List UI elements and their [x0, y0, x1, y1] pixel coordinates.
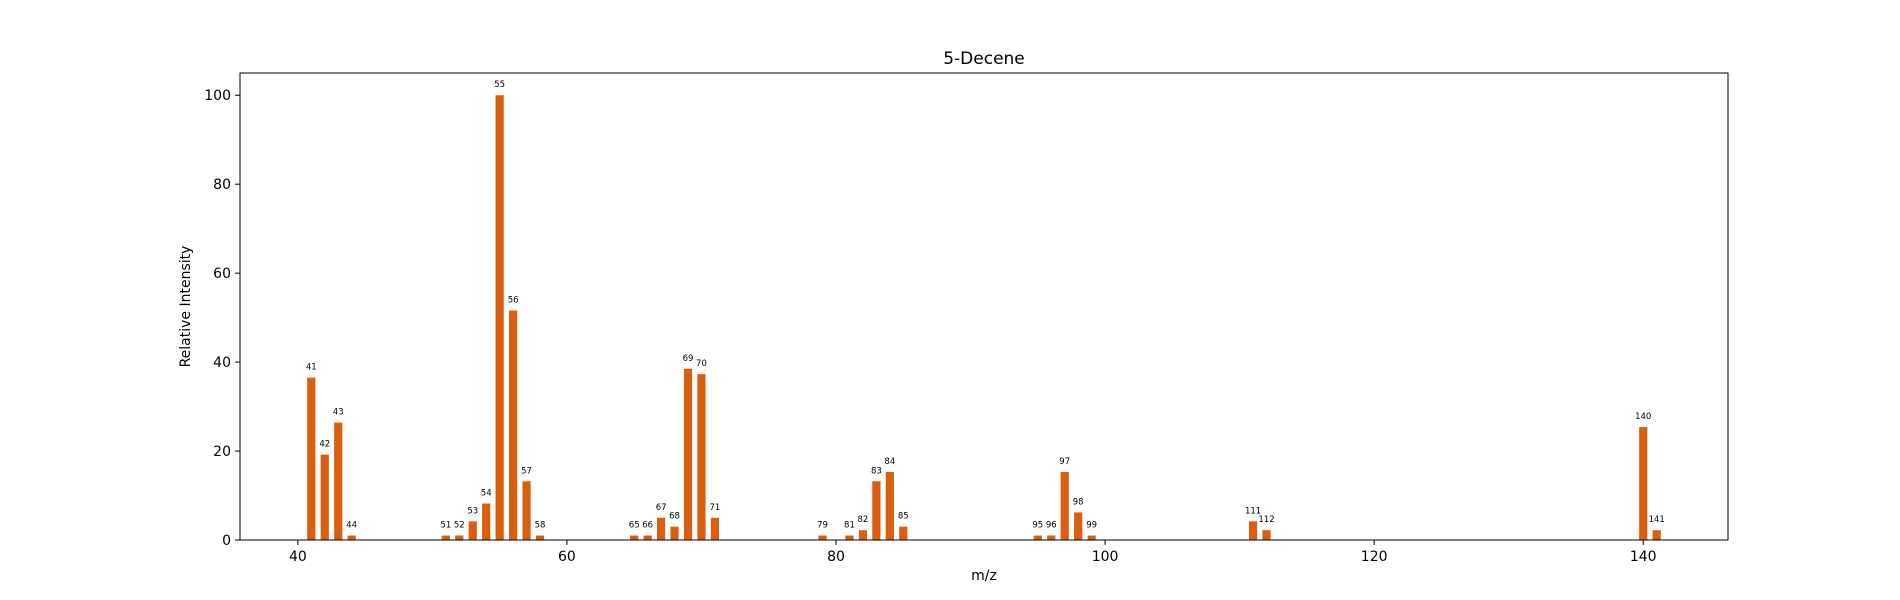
- x-tick-label: 40: [289, 549, 307, 565]
- bar-label-mz-42: 42: [319, 440, 330, 450]
- bar-mz-96: [1047, 535, 1056, 540]
- bar-mz-54: [482, 503, 491, 540]
- bar-label-mz-111: 111: [1245, 506, 1261, 516]
- bar-label-mz-69: 69: [683, 354, 694, 364]
- y-tick-label: 60: [213, 266, 231, 282]
- bar-mz-141: [1652, 530, 1661, 540]
- bar-mz-68: [670, 526, 679, 540]
- bar-label-mz-85: 85: [898, 512, 909, 522]
- bar-mz-97: [1060, 471, 1069, 540]
- y-tick-label: 40: [213, 355, 231, 371]
- bar-label-mz-99: 99: [1086, 521, 1097, 531]
- bar-label-mz-81: 81: [844, 521, 855, 531]
- bar-label-mz-79: 79: [817, 521, 828, 531]
- bar-label-mz-68: 68: [669, 512, 680, 522]
- bar-mz-58: [535, 535, 545, 540]
- bar-mz-42: [320, 454, 329, 540]
- bar-mz-140: [1639, 427, 1648, 540]
- bar-label-mz-43: 43: [333, 408, 344, 418]
- bar-mz-95: [1033, 535, 1042, 540]
- bar-label-mz-95: 95: [1032, 521, 1043, 531]
- bar-mz-52: [455, 535, 464, 540]
- bar-mz-111: [1248, 521, 1258, 540]
- bar-mz-82: [858, 530, 868, 540]
- bar-mz-51: [441, 535, 450, 540]
- bar-label-mz-66: 66: [642, 521, 653, 531]
- bar-mz-56: [509, 310, 518, 540]
- bar-label-mz-70: 70: [696, 359, 707, 369]
- bar-label-mz-83: 83: [871, 466, 882, 476]
- bar-label-mz-57: 57: [521, 466, 532, 476]
- bar-mz-69: [683, 368, 693, 540]
- bar-mz-81: [845, 535, 854, 540]
- bar-label-mz-55: 55: [494, 80, 505, 90]
- bar-mz-65: [630, 535, 639, 540]
- bar-label-mz-67: 67: [656, 503, 667, 513]
- bar-label-mz-52: 52: [454, 521, 465, 531]
- bar-mz-84: [885, 471, 894, 540]
- bar-label-mz-112: 112: [1258, 515, 1274, 525]
- bar-mz-99: [1087, 535, 1096, 540]
- x-tick-label: 80: [827, 549, 845, 565]
- bar-mz-70: [697, 374, 706, 540]
- y-tick-label: 80: [213, 177, 231, 193]
- bar-label-mz-96: 96: [1046, 521, 1057, 531]
- bar-mz-57: [522, 481, 531, 540]
- bar-mz-67: [657, 517, 666, 540]
- y-tick-label: 0: [222, 533, 231, 549]
- bar-mz-98: [1074, 512, 1083, 540]
- bar-mz-66: [643, 535, 652, 540]
- bar-label-mz-71: 71: [710, 503, 721, 513]
- bar-label-mz-98: 98: [1073, 497, 1084, 507]
- bar-mz-71: [710, 517, 720, 540]
- x-tick-label: 120: [1361, 549, 1388, 565]
- bar-mz-44: [347, 535, 356, 540]
- bars-layer: [307, 95, 1661, 540]
- bar-mz-55: [495, 95, 504, 540]
- bar-mz-41: [307, 377, 316, 540]
- bar-label-mz-140: 140: [1635, 412, 1651, 422]
- bar-label-mz-58: 58: [535, 521, 546, 531]
- x-tick-label: 140: [1630, 549, 1657, 565]
- bar-label-mz-54: 54: [481, 489, 492, 499]
- x-axis-ticks: 40 60 80 100 120 140: [289, 540, 1657, 565]
- bar-mz-112: [1262, 530, 1271, 540]
- bar-mz-43: [334, 422, 343, 540]
- bar-mz-83: [872, 481, 881, 540]
- y-tick-label: 20: [213, 444, 231, 460]
- plot-frame: [239, 72, 1729, 541]
- bar-label-mz-53: 53: [467, 506, 478, 516]
- x-tick-label: 100: [1092, 549, 1119, 565]
- bar-label-mz-84: 84: [884, 457, 895, 467]
- y-axis-ticks: 0 20 40 60 80 100: [204, 88, 240, 549]
- bar-mz-79: [818, 535, 827, 540]
- y-axis-label: Relative Intensity: [178, 246, 194, 368]
- bar-label-mz-82: 82: [858, 515, 869, 525]
- bar-label-mz-56: 56: [508, 296, 519, 306]
- bar-label-mz-41: 41: [306, 363, 317, 373]
- bar-label-mz-65: 65: [629, 521, 640, 531]
- bar-label-mz-141: 141: [1649, 515, 1665, 525]
- chart-title: 5-Decene: [943, 49, 1025, 69]
- bar-label-mz-97: 97: [1059, 457, 1070, 467]
- bar-label-mz-44: 44: [346, 521, 357, 531]
- bar-mz-85: [899, 526, 908, 540]
- bar-label-mz-51: 51: [440, 521, 451, 531]
- x-tick-label: 60: [558, 549, 576, 565]
- x-axis-label: m/z: [971, 568, 997, 584]
- y-tick-label: 100: [204, 88, 231, 104]
- bar-mz-53: [468, 521, 477, 540]
